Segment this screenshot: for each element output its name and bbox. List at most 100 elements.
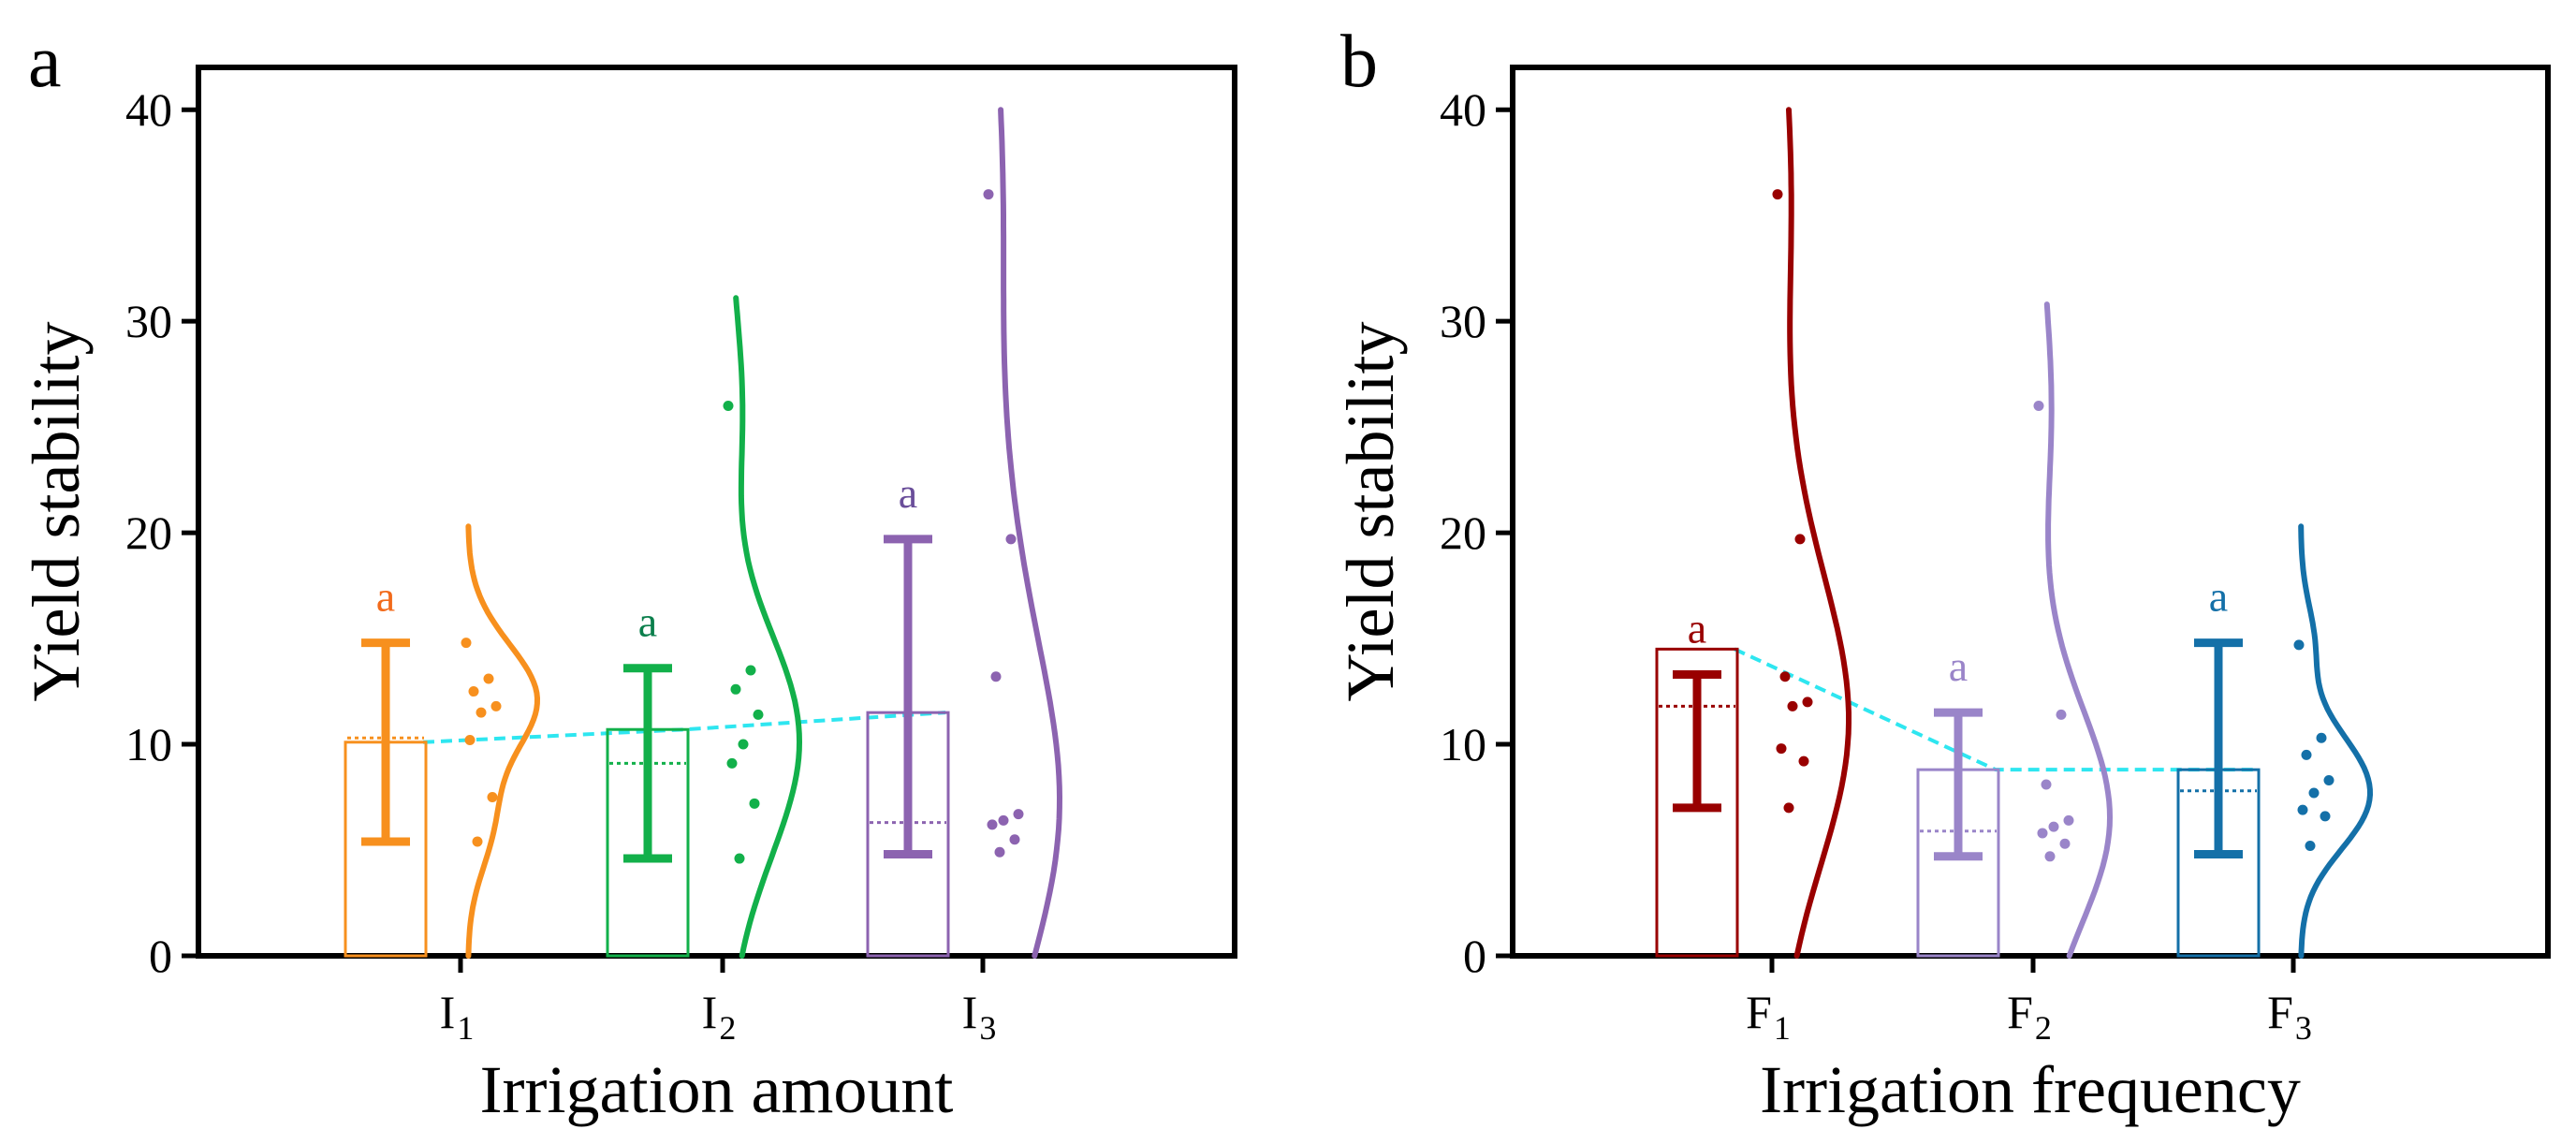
data-point	[2059, 838, 2071, 849]
data-point	[483, 673, 494, 684]
significance-letter: a	[1688, 604, 1706, 652]
x-tick-subscript: 2	[719, 1009, 736, 1047]
significance-letter: a	[638, 598, 657, 646]
data-point	[738, 739, 749, 750]
x-tick-label: F2	[2007, 986, 2052, 1047]
x-tick-subscript: 3	[979, 1009, 996, 1047]
category-group-F1: F1 a	[1655, 107, 1852, 1047]
category-group-F2: F2 a	[1916, 301, 2114, 1047]
panel-letter: b	[1340, 21, 1378, 103]
data-point	[2033, 401, 2044, 412]
y-tick-label: 10	[1440, 718, 1486, 770]
density-curve	[465, 523, 541, 959]
data-point	[2301, 749, 2312, 760]
x-tick-subscript: 1	[1774, 1009, 1791, 1047]
data-point	[461, 638, 472, 649]
plot-frame	[196, 65, 1237, 959]
data-point	[2316, 732, 2327, 743]
density-curve	[1786, 107, 1852, 959]
data-point	[998, 814, 1009, 826]
y-axis-title: Yield stability	[19, 322, 94, 702]
significance-letter: a	[899, 469, 917, 517]
data-point	[464, 735, 476, 746]
x-axis-title: Irrigation frequency	[1760, 1052, 2301, 1127]
x-axis-title: Irrigation amount	[480, 1052, 954, 1127]
category-group-I3: I3 a	[866, 107, 1063, 1047]
data-point	[1009, 834, 1020, 845]
data-point	[472, 836, 483, 847]
data-point	[476, 707, 487, 718]
x-tick-subscript: 3	[2295, 1009, 2312, 1047]
x-tick-label: F3	[2267, 986, 2312, 1047]
x-tick-subscript: 2	[2035, 1009, 2052, 1047]
mean-connector-line	[1734, 647, 2256, 772]
y-tick-label: 0	[149, 930, 172, 982]
x-tick-label: I2	[702, 986, 737, 1047]
data-point	[468, 686, 479, 697]
data-point	[1005, 534, 1017, 545]
data-point	[1779, 671, 1791, 682]
data-point	[749, 798, 760, 809]
panel-letter: a	[28, 21, 62, 103]
y-tick-label: 20	[125, 506, 172, 559]
data-point	[990, 671, 1002, 682]
data-point	[734, 853, 745, 864]
category-group-I2: I2 a	[606, 295, 803, 1047]
data-point	[1794, 534, 1806, 545]
panel-b: b 0 10 20 30 40 Yield stability Irrigation freq…	[1333, 21, 2551, 1127]
data-point	[2320, 811, 2331, 822]
mean-bar	[1655, 647, 1739, 958]
y-tick-label: 30	[1440, 295, 1486, 347]
category-group-I1: I1 a	[344, 523, 541, 1047]
data-point	[2308, 787, 2320, 799]
data-point	[1802, 697, 1813, 708]
y-tick-label: 40	[125, 83, 172, 136]
data-point	[1772, 189, 1783, 200]
data-point	[2044, 851, 2056, 862]
y-tick-label: 10	[125, 718, 172, 770]
mean-connector-line	[422, 711, 946, 744]
data-point	[1013, 809, 1024, 820]
data-point	[2297, 804, 2308, 815]
x-tick-label: F1	[1746, 986, 1791, 1047]
data-point	[730, 683, 741, 695]
data-point	[487, 792, 498, 803]
data-point	[490, 700, 502, 711]
significance-letter: a	[376, 573, 395, 621]
y-tick-label: 30	[125, 295, 172, 347]
x-tick-label: I1	[440, 986, 475, 1047]
data-point	[2323, 774, 2334, 785]
density-curve	[2298, 523, 2374, 959]
density-curve	[733, 295, 803, 959]
significance-letter: a	[1949, 642, 1968, 690]
significance-letter: a	[2209, 573, 2228, 621]
plot-frame	[1510, 65, 2551, 959]
data-point	[2063, 814, 2074, 826]
y-tick-label: 0	[1463, 930, 1486, 982]
y-axis-title: Yield stability	[1333, 322, 1408, 702]
data-point	[2041, 779, 2052, 790]
y-tick-label: 20	[1440, 506, 1486, 559]
data-point	[723, 401, 734, 412]
data-point	[2293, 639, 2305, 651]
panel-a: a 0 10 20 30 40 Yield stability Irrigation amou…	[19, 21, 1237, 1127]
density-curve	[998, 107, 1063, 959]
data-point	[1798, 755, 1809, 767]
x-tick-label: I3	[962, 986, 997, 1047]
data-point	[745, 665, 756, 676]
category-group-F3: F3 a	[2176, 523, 2374, 1047]
data-point	[983, 189, 994, 200]
data-point	[1783, 802, 1794, 814]
data-point	[994, 846, 1005, 858]
density-curve	[2043, 301, 2114, 959]
data-point	[2048, 821, 2059, 832]
data-point	[1776, 743, 1787, 755]
data-point	[987, 819, 998, 830]
data-point	[2037, 828, 2048, 839]
data-point	[726, 757, 738, 769]
x-tick-subscript: 1	[457, 1009, 474, 1047]
y-tick-label: 40	[1440, 83, 1486, 136]
data-point	[2305, 841, 2316, 852]
